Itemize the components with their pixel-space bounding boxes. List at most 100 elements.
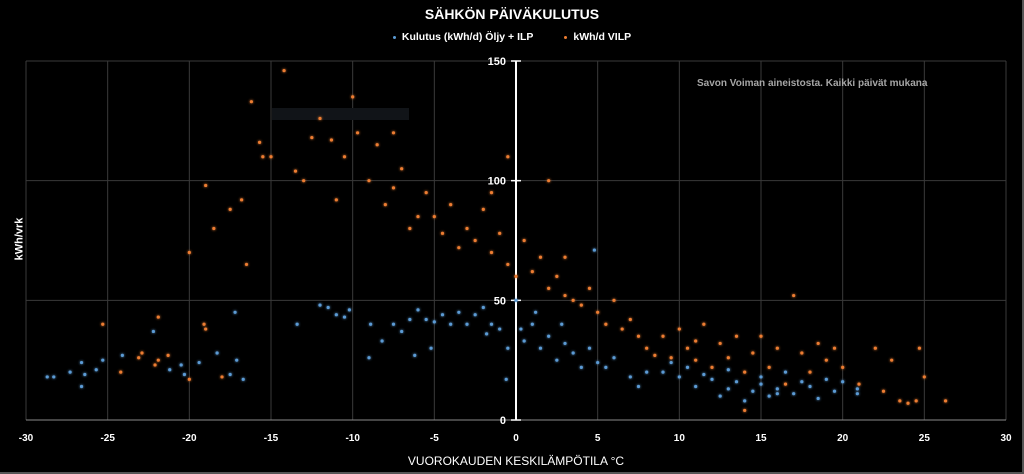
data-point-vilp bbox=[498, 231, 502, 235]
data-point-vilp bbox=[628, 317, 632, 322]
data-point-vilp bbox=[596, 310, 600, 314]
data-point-oljy-ilp bbox=[685, 365, 690, 369]
data-point-vilp bbox=[318, 116, 322, 121]
data-point-vilp bbox=[898, 399, 902, 403]
data-point-oljy-ilp bbox=[800, 380, 804, 384]
data-point-vilp bbox=[329, 138, 334, 142]
data-point-vilp bbox=[620, 327, 624, 331]
data-point-vilp bbox=[408, 226, 412, 231]
data-point-vilp bbox=[351, 95, 355, 99]
data-point-oljy-ilp bbox=[579, 365, 583, 369]
data-point-vilp bbox=[775, 346, 779, 350]
data-point-vilp bbox=[743, 370, 747, 374]
data-point-oljy-ilp bbox=[416, 308, 420, 312]
x-tick-label: -5 bbox=[430, 433, 439, 444]
x-tick-label: 30 bbox=[1000, 433, 1012, 444]
data-point-oljy-ilp bbox=[83, 372, 87, 377]
data-point-oljy-ilp bbox=[759, 382, 763, 386]
data-point-vilp bbox=[137, 356, 141, 360]
data-point-oljy-ilp bbox=[347, 308, 351, 312]
data-point-oljy-ilp bbox=[228, 372, 232, 377]
data-point-oljy-ilp bbox=[661, 370, 665, 374]
data-point-oljy-ilp bbox=[718, 394, 722, 398]
x-tick-label: -10 bbox=[345, 433, 360, 444]
data-point-vilp bbox=[824, 358, 828, 362]
data-point-oljy-ilp bbox=[628, 375, 632, 379]
data-point-vilp bbox=[465, 226, 469, 231]
data-point-oljy-ilp bbox=[808, 384, 812, 389]
x-tick-label: 25 bbox=[919, 433, 931, 444]
data-point-oljy-ilp bbox=[424, 317, 428, 322]
data-point-vilp bbox=[645, 346, 649, 350]
data-point-vilp bbox=[890, 358, 894, 362]
data-point-oljy-ilp bbox=[783, 370, 788, 374]
data-point-oljy-ilp bbox=[555, 358, 559, 362]
data-point-vilp bbox=[156, 315, 160, 319]
data-point-vilp bbox=[587, 286, 592, 290]
data-point-vilp bbox=[400, 167, 404, 171]
data-point-oljy-ilp bbox=[179, 363, 183, 367]
data-point-vilp bbox=[240, 198, 244, 202]
data-point-vilp bbox=[917, 346, 922, 350]
data-point-vilp bbox=[282, 68, 286, 73]
data-point-oljy-ilp bbox=[413, 353, 417, 357]
data-point-vilp bbox=[669, 356, 673, 360]
data-point-oljy-ilp bbox=[498, 327, 502, 331]
data-point-oljy-ilp bbox=[832, 389, 837, 393]
y-tick-label: 50 bbox=[494, 295, 506, 307]
data-point-oljy-ilp bbox=[369, 322, 373, 326]
data-point-vilp bbox=[604, 322, 608, 326]
data-point-oljy-ilp bbox=[506, 346, 510, 350]
data-point-oljy-ilp bbox=[841, 380, 845, 384]
data-point-oljy-ilp bbox=[547, 334, 551, 338]
data-point-vilp bbox=[212, 226, 216, 231]
data-point-vilp bbox=[355, 131, 360, 135]
data-point-oljy-ilp bbox=[168, 368, 172, 372]
data-point-vilp bbox=[857, 382, 861, 386]
annotation: Savon Voiman aineistosta. Kaikki päivät … bbox=[697, 78, 928, 89]
legend-marker-orange bbox=[564, 35, 568, 39]
data-point-vilp bbox=[906, 401, 910, 405]
data-point-vilp bbox=[571, 298, 575, 302]
data-point-vilp bbox=[119, 370, 123, 374]
data-point-vilp bbox=[383, 203, 387, 207]
data-point-oljy-ilp bbox=[604, 365, 608, 369]
data-point-oljy-ilp bbox=[855, 392, 859, 396]
x-tick-label: 15 bbox=[755, 433, 767, 444]
data-point-vilp bbox=[457, 246, 461, 250]
data-point-vilp bbox=[685, 346, 690, 350]
data-point-vilp bbox=[759, 334, 763, 338]
data-point-oljy-ilp bbox=[449, 322, 453, 326]
data-point-oljy-ilp bbox=[759, 375, 763, 379]
data-point-vilp bbox=[204, 327, 208, 331]
data-point-oljy-ilp bbox=[592, 248, 597, 252]
data-point-oljy-ilp bbox=[489, 322, 494, 326]
data-point-vilp bbox=[710, 365, 714, 369]
data-point-oljy-ilp bbox=[645, 370, 649, 374]
data-point-oljy-ilp bbox=[504, 377, 508, 381]
x-axis-title: VUOROKAUDEN KESKILÄMPÖTILA °C bbox=[407, 454, 625, 468]
data-point-oljy-ilp bbox=[215, 351, 219, 355]
data-point-vilp bbox=[922, 375, 926, 379]
data-point-vilp bbox=[440, 231, 445, 235]
legend-label: Kulutus (kWh/d) Öljy + ILP bbox=[401, 31, 534, 43]
data-point-oljy-ilp bbox=[457, 310, 461, 314]
data-point-vilp bbox=[101, 322, 105, 326]
data-point-vilp bbox=[661, 334, 665, 338]
legend-label: kWh/d VILP bbox=[573, 31, 632, 43]
data-point-oljy-ilp bbox=[120, 353, 124, 357]
data-point-vilp bbox=[816, 341, 820, 346]
legend-item-oljy-ilp: Kulutus (kWh/d) Öljy + ILP bbox=[392, 31, 534, 43]
data-point-oljy-ilp bbox=[726, 368, 730, 372]
data-point-oljy-ilp bbox=[440, 313, 445, 317]
data-point-vilp bbox=[261, 155, 265, 159]
data-point-oljy-ilp bbox=[538, 346, 543, 350]
legend-marker-blue bbox=[392, 35, 396, 39]
data-point-vilp bbox=[432, 214, 436, 219]
data-point-oljy-ilp bbox=[816, 396, 820, 401]
data-point-oljy-ilp bbox=[52, 375, 56, 379]
data-point-vilp bbox=[914, 399, 918, 403]
data-point-vilp bbox=[694, 339, 698, 343]
data-point-oljy-ilp bbox=[530, 322, 534, 326]
data-point-oljy-ilp bbox=[233, 310, 237, 314]
